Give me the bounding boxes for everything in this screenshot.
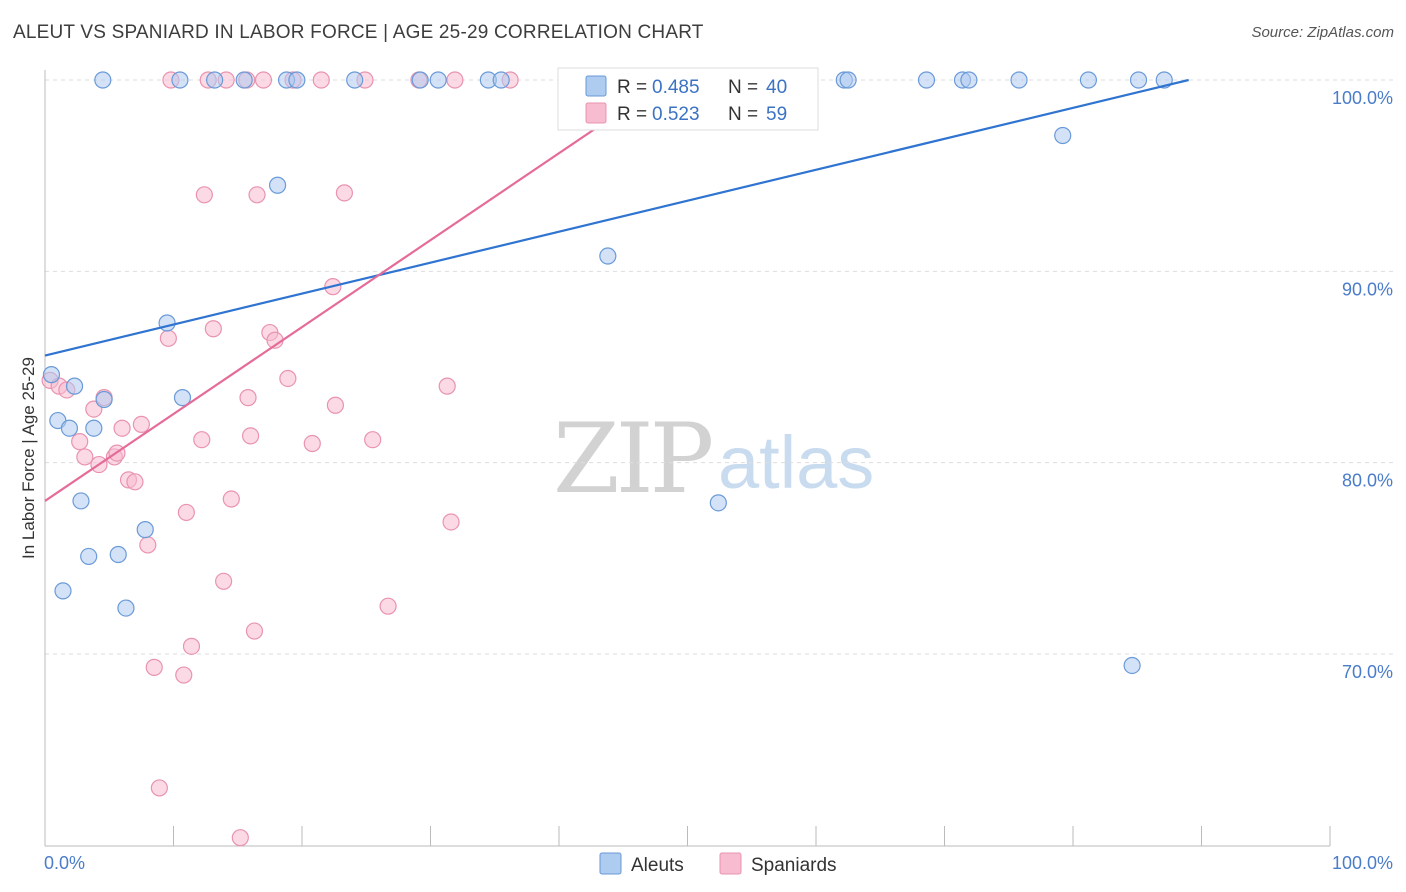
- y-tick-labels: 70.0% 80.0% 90.0% 100.0%: [1332, 88, 1393, 682]
- aleuts-point: [72, 492, 90, 510]
- spaniards-point: [113, 419, 131, 437]
- spaniards-point: [222, 490, 240, 508]
- spaniards-point: [204, 320, 222, 338]
- aleuts-point: [206, 71, 224, 89]
- aleuts-point: [136, 521, 154, 539]
- x-tick-label-max: 100.0%: [1332, 853, 1393, 873]
- bottom-legend-spaniards-label: Spaniards: [751, 855, 837, 876]
- aleuts-point: [173, 389, 192, 407]
- gridlines: [45, 79, 1395, 655]
- spaniards-point: [335, 184, 354, 202]
- source-credit: Source: ZipAtlas.com: [1251, 24, 1394, 41]
- spaniards-point: [195, 186, 213, 204]
- aleuts-point: [54, 582, 72, 600]
- aleuts-trend-line: [44, 78, 1189, 357]
- aleuts-point: [1129, 71, 1148, 89]
- legend-spaniards-swatch: [585, 102, 607, 124]
- spaniards-point: [76, 448, 94, 466]
- aleuts-point: [429, 71, 447, 89]
- chart-title: ALEUT VS SPANIARD IN LABOR FORCE | AGE 2…: [13, 22, 704, 43]
- spaniards-point: [126, 473, 144, 491]
- spaniards-point: [254, 71, 273, 89]
- spaniards-point: [242, 427, 260, 445]
- spaniards-point: [379, 597, 397, 615]
- y-tick-label-70: 70.0%: [1342, 662, 1393, 682]
- aleuts-point: [94, 71, 112, 89]
- aleuts-point: [960, 71, 978, 89]
- bottom-legend-spaniards-swatch: [719, 852, 742, 875]
- aleuts-point: [268, 176, 287, 194]
- aleuts-point: [60, 419, 79, 437]
- x-axis-ticks: [44, 826, 1331, 846]
- legend-top: R = 0.485 N = 40 R = 0.523 N = 59: [557, 67, 819, 131]
- spaniards-point: [326, 396, 345, 414]
- aleuts-point: [1079, 71, 1098, 89]
- watermark-zip: ZIP: [553, 403, 712, 515]
- aleuts-point: [492, 71, 510, 89]
- aleuts-point: [158, 314, 176, 332]
- spaniards-point: [312, 71, 330, 89]
- y-tick-label-100: 100.0%: [1332, 88, 1393, 108]
- aleuts-point: [80, 547, 98, 566]
- spaniards-point: [175, 666, 193, 684]
- spaniards-point: [303, 434, 321, 453]
- spaniards-point: [446, 71, 464, 89]
- aleuts-point: [1054, 126, 1072, 145]
- aleuts-point: [95, 390, 113, 409]
- spaniards-point: [231, 829, 249, 847]
- aleuts-point: [917, 71, 936, 89]
- spaniards-point: [245, 622, 264, 640]
- legend-aleuts-swatch: [585, 75, 607, 97]
- spaniards-point: [248, 186, 266, 204]
- legend-spaniards-r-value: 0.523: [652, 104, 700, 125]
- legend-bottom: Aleuts Spaniards: [599, 852, 837, 876]
- spaniards-point: [150, 779, 168, 797]
- aleuts-point: [235, 71, 253, 89]
- legend-aleuts-n-label: N =: [728, 77, 758, 98]
- aleuts-point: [709, 494, 727, 512]
- aleuts-point: [85, 419, 103, 437]
- spaniards-point: [193, 431, 211, 449]
- aleuts-point: [42, 366, 61, 384]
- aleuts-point: [839, 71, 857, 89]
- bottom-legend-aleuts-label: Aleuts: [631, 855, 684, 876]
- aleuts-point: [65, 377, 84, 395]
- spaniards-point: [364, 431, 382, 449]
- spaniards-point: [177, 503, 195, 522]
- bottom-legend-aleuts-swatch: [599, 852, 622, 875]
- spaniards-point: [215, 572, 233, 590]
- spaniards-trend-line: [44, 100, 637, 502]
- y-tick-label-80: 80.0%: [1342, 471, 1393, 491]
- legend-aleuts-n-value: 40: [766, 77, 787, 98]
- aleuts-point: [1010, 71, 1028, 89]
- spaniards-point: [71, 433, 89, 451]
- aleuts-point: [288, 71, 306, 89]
- spaniards-point: [159, 329, 177, 347]
- spaniards-point: [139, 536, 157, 554]
- aleuts-points: [42, 71, 1173, 675]
- legend-spaniards-r-label: R =: [617, 104, 647, 125]
- spaniards-point: [279, 369, 297, 388]
- aleuts-point: [109, 545, 127, 564]
- spaniards-point: [145, 658, 163, 676]
- y-axis-title: In Labor Force | Age 25-29: [19, 357, 38, 559]
- legend-aleuts-r-value: 0.485: [652, 77, 700, 98]
- aleuts-point: [346, 71, 364, 89]
- spaniards-point: [442, 513, 460, 531]
- legend-spaniards-n-label: N =: [728, 104, 758, 125]
- aleuts-point: [117, 599, 135, 617]
- aleuts-point: [1123, 656, 1141, 675]
- legend-spaniards-n-value: 59: [766, 104, 787, 125]
- x-tick-label-min: 0.0%: [44, 853, 85, 873]
- aleuts-point: [411, 71, 429, 89]
- y-tick-label-90: 90.0%: [1342, 279, 1393, 299]
- spaniards-point: [182, 637, 201, 655]
- aleuts-point: [171, 71, 189, 89]
- legend-aleuts-r-label: R =: [617, 77, 647, 98]
- aleuts-point: [599, 247, 617, 265]
- spaniards-point: [132, 415, 150, 433]
- spaniards-point: [239, 389, 257, 407]
- spaniards-point: [438, 377, 456, 395]
